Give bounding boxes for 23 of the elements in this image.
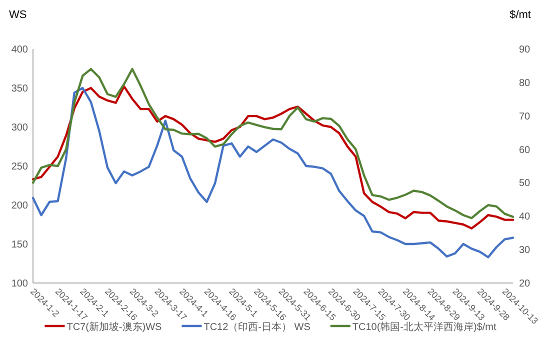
legend-label: TC7(新加坡-澳东)WS [66,321,162,333]
y2-tick-label: 60 [519,144,531,156]
legend-label: TC10(韩国-北太平洋西海岸)$/mt [352,321,496,333]
y-tick-label: 400 [11,44,28,56]
y2-tick-label: 40 [519,212,531,223]
y2-axis-title: $/mt [510,9,531,21]
y2-tick-label: 80 [519,78,531,89]
line-series [32,68,514,220]
line-series [32,85,514,230]
y-axis-title: WS [9,9,27,21]
y-tick-label: 100 [11,278,28,290]
line-series [32,86,514,258]
y2-tick-label: 90 [519,44,531,56]
y-tick-label: 200 [11,200,28,212]
y-tick-label: 250 [11,162,28,172]
y-tick-label: 300 [11,122,28,134]
y2-tick-label: 30 [519,245,531,256]
y-tick-label: 150 [11,240,28,250]
y2-tick-label: 50 [519,178,531,190]
y2-tick-label: 20 [519,278,531,290]
y-tick-label: 350 [11,84,28,94]
y2-tick-label: 70 [519,111,531,122]
legend-label: TC12（印西-日本） WS [204,321,311,333]
